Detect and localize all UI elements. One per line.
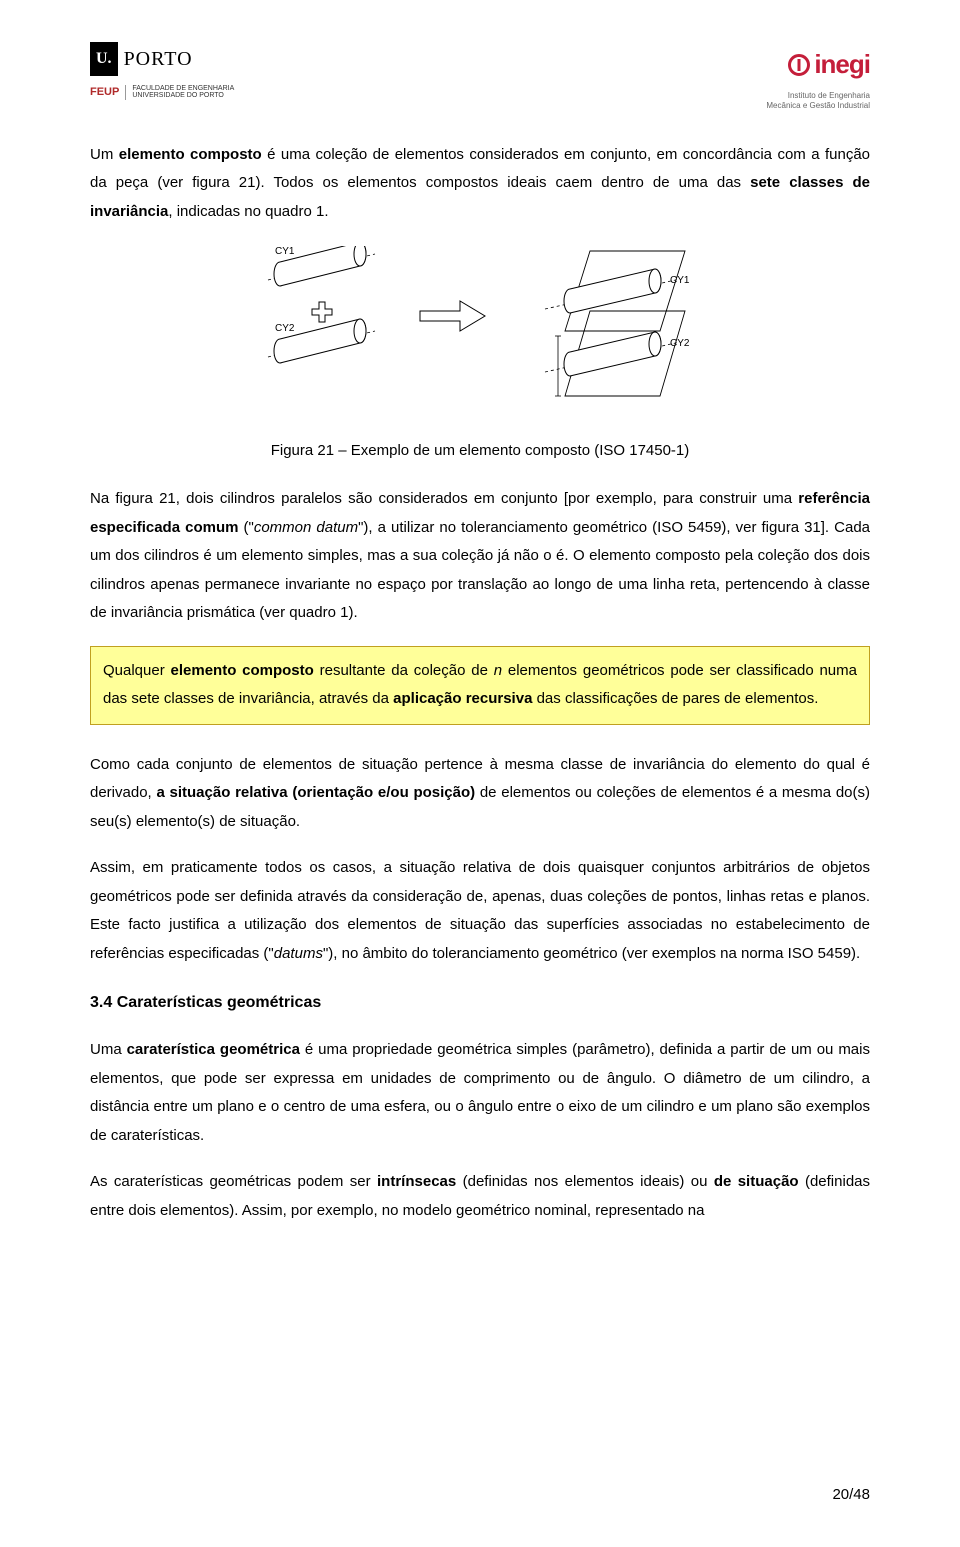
paragraph-6: As caraterísticas geométricas podem ser … — [90, 1168, 870, 1225]
feup-sub-1: FACULDADE DE ENGENHARIA — [132, 85, 234, 93]
uporto-box: U. — [90, 42, 118, 76]
feup-sub-2: UNIVERSIDADE DO PORTO — [132, 92, 234, 100]
figure-21-svg: CY1 CY2 — [250, 246, 710, 406]
paragraph-5: Uma caraterística geométrica é uma propr… — [90, 1036, 870, 1150]
label-cy1-right: CY1 — [670, 275, 690, 286]
arrow-icon — [420, 301, 485, 331]
paragraph-3: Como cada conjunto de elementos de situa… — [90, 751, 870, 837]
inegi-tag-1: Instituto de Engenharia — [766, 91, 870, 101]
plus-icon — [312, 302, 332, 322]
highlight-box: Qualquer elemento composto resultante da… — [90, 646, 870, 725]
page-number: 20/48 — [832, 1481, 870, 1510]
section-3-4-heading: 3.4 Caraterísticas geométricas — [90, 988, 870, 1018]
inegi-circle-icon — [788, 54, 810, 76]
feup-label: FEUP — [90, 82, 119, 103]
label-cy2-right: CY2 — [670, 338, 690, 349]
label-cy1-left: CY1 — [275, 246, 295, 257]
figure-21: CY1 CY2 — [90, 246, 870, 417]
inegi-text: inegi — [814, 40, 870, 89]
figure-21-caption: Figura 21 – Exemplo de um elemento compo… — [90, 437, 870, 466]
uporto-logo: U. PORTO FEUP FACULDADE DE ENGENHARIA UN… — [90, 40, 234, 103]
page-header: U. PORTO FEUP FACULDADE DE ENGENHARIA UN… — [90, 40, 870, 111]
paragraph-2: Na figura 21, dois cilindros paralelos s… — [90, 485, 870, 628]
paragraph-1: Um elemento composto é uma coleção de el… — [90, 141, 870, 227]
uporto-text: PORTO — [124, 40, 193, 78]
paragraph-4: Assim, em praticamente todos os casos, a… — [90, 854, 870, 968]
label-cy2-left: CY2 — [275, 323, 295, 334]
inegi-logo: inegi Instituto de Engenharia Mecânica e… — [766, 40, 870, 111]
inegi-tag-2: Mecânica e Gestão Industrial — [766, 101, 870, 111]
